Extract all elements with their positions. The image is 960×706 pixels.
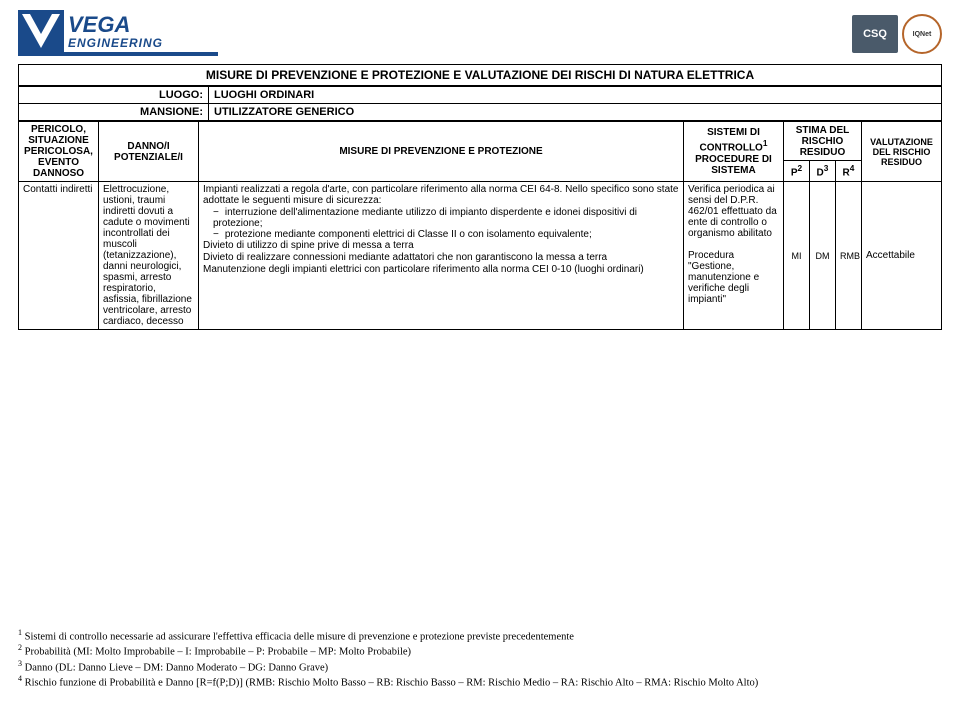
th-pericolo: PERICOLO, SITUAZIONE PERICOLOSA, EVENTO … (19, 122, 99, 182)
th-d-s: 3 (824, 163, 829, 173)
page-header: VEGA ENGINEERING CSQ IQNet (18, 10, 942, 58)
svg-text:VEGA: VEGA (68, 12, 130, 37)
th-p: P2 (783, 161, 809, 182)
th-misure: MISURE DI PREVENZIONE E PROTEZIONE (199, 122, 684, 182)
footnote-1: 1 Sistemi di controllo necessarie ad ass… (18, 628, 942, 644)
cell-val: Accettabile (862, 182, 942, 330)
sis-p2: Procedura "Gestione, manutenzione e veri… (688, 250, 779, 305)
th-p-l: P (791, 168, 798, 179)
mis-line-3: Manutenzione degli impianti elettrici co… (203, 264, 679, 275)
th-p-s: 2 (798, 163, 803, 173)
th-valutazione: VALUTAZIONE DEL RISCHIO RESIDUO (862, 122, 942, 182)
mis-bullet-1: interruzione dell'alimentazione mediante… (213, 207, 679, 229)
luogo-label: LUOGO: (19, 87, 209, 104)
footnote-2: 2 Probabilità (MI: Molto Improbabile – I… (18, 643, 942, 659)
fn3-text: Danno (DL: Danno Lieve – DM: Danno Moder… (22, 662, 328, 673)
cell-danno: Elettrocuzione, ustioni, traumi indirett… (99, 182, 199, 330)
iqnet-badge: IQNet (902, 14, 942, 54)
mis-line-2: Divieto di realizzare connessioni median… (203, 252, 679, 263)
meta-table: LUOGO: LUOGHI ORDINARI MANSIONE: UTILIZZ… (18, 86, 942, 121)
footnote-3: 3 Danno (DL: Danno Lieve – DM: Danno Mod… (18, 659, 942, 675)
th-stima: STIMA DEL RISCHIO RESIDUO (783, 122, 861, 161)
cell-d: DM (809, 182, 835, 330)
luogo-value: LUOGHI ORDINARI (209, 87, 942, 104)
footnote-4: 4 Rischio funzione di Probabilità e Dann… (18, 674, 942, 690)
document-title: MISURE DI PREVENZIONE E PROTEZIONE E VAL… (18, 64, 942, 86)
mis-line-1: Divieto di utilizzo di spine prive di me… (203, 240, 679, 251)
cell-pericolo: Contatti indiretti (19, 182, 99, 330)
mis-intro: Impianti realizzati a regola d'arte, con… (203, 184, 679, 206)
mansione-label: MANSIONE: (19, 104, 209, 121)
sis-p1: Verifica periodica ai sensi del D.P.R. 4… (688, 184, 779, 239)
fn2-text: Probabilità (MI: Molto Improbabile – I: … (22, 647, 411, 658)
fn4-text: Rischio funzione di Probabilità e Danno … (22, 678, 758, 689)
table-row: Contatti indiretti Elettrocuzione, ustio… (19, 182, 942, 330)
th-sistemi-sup: 1 (763, 138, 768, 148)
th-sistemi-l2: CONTROLLO (700, 143, 763, 154)
fn1-text: Sistemi di controllo necessarie ad assic… (22, 631, 574, 642)
svg-text:ENGINEERING: ENGINEERING (68, 36, 163, 50)
th-d-l: D (817, 168, 824, 179)
cell-p: MI (783, 182, 809, 330)
mansione-value: UTILIZZATORE GENERICO (209, 104, 942, 121)
th-r-s: 4 (850, 163, 855, 173)
mis-bullet-2: protezione mediante componenti elettrici… (213, 229, 679, 240)
cell-r: RMB (835, 182, 861, 330)
footnotes: 1 Sistemi di controllo necessarie ad ass… (18, 628, 942, 691)
th-sistemi-l3: PROCEDURE DI SISTEMA (695, 154, 772, 176)
header-row-1: PERICOLO, SITUAZIONE PERICOLOSA, EVENTO … (19, 122, 942, 161)
cell-sistemi: Verifica periodica ai sensi del D.P.R. 4… (683, 182, 783, 330)
main-table: PERICOLO, SITUAZIONE PERICOLOSA, EVENTO … (18, 121, 942, 330)
th-r: R4 (835, 161, 861, 182)
vega-logo: VEGA ENGINEERING (18, 10, 218, 58)
th-r-l: R (843, 168, 850, 179)
cert-logos: CSQ IQNet (852, 14, 942, 54)
th-danno: DANNO/I POTENZIALE/I (99, 122, 199, 182)
cell-misure: Impianti realizzati a regola d'arte, con… (199, 182, 684, 330)
csq-badge: CSQ (852, 15, 898, 53)
th-d: D3 (809, 161, 835, 182)
th-sistemi-l1: SISTEMI DI (707, 127, 760, 138)
th-sistemi: SISTEMI DI CONTROLLO1 PROCEDURE DI SISTE… (683, 122, 783, 182)
